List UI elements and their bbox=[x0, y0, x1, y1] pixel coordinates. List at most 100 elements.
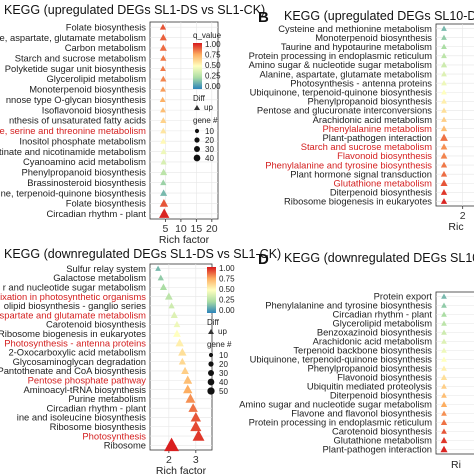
category-label: Carotenoid biosynthesis bbox=[46, 319, 146, 330]
legend-gene-title: gene # bbox=[193, 116, 218, 125]
category-label: Flavonoid biosynthesis bbox=[337, 372, 432, 383]
category-label: nnose type O-glycan biosynthesis bbox=[6, 94, 146, 105]
diff-up-icon bbox=[194, 105, 200, 110]
gene-size-icon bbox=[208, 352, 214, 358]
qvalue-colorbar bbox=[193, 43, 202, 89]
legend-gene-title: gene # bbox=[207, 340, 232, 349]
panel-letter: B bbox=[258, 9, 269, 26]
data-point bbox=[159, 208, 170, 218]
data-point bbox=[441, 302, 447, 308]
category-label: Taurine and hypotaurine metabolism bbox=[281, 41, 432, 52]
category-label: Monoterpenoid biosynthesis bbox=[29, 84, 146, 95]
category-label: nthesis of unsaturated fatty acids bbox=[9, 115, 146, 126]
gene-size-icon bbox=[194, 137, 200, 143]
qvalue-tick: 1.00 bbox=[219, 264, 235, 273]
data-point bbox=[440, 61, 448, 68]
category-label: Inositol phosphate metabolism bbox=[19, 135, 146, 146]
data-point bbox=[441, 52, 447, 59]
category-label: Circadian rhythm - plant bbox=[332, 309, 432, 320]
qvalue-colorbar bbox=[207, 267, 216, 313]
data-point bbox=[159, 96, 166, 103]
x-tick-label: 2 bbox=[460, 210, 466, 222]
qvalue-tick: 0.00 bbox=[205, 82, 221, 91]
data-point bbox=[160, 148, 167, 155]
category-label: Terpenoid backbone biosynthesis bbox=[293, 345, 432, 356]
category-label: Carbon metabolism bbox=[65, 42, 146, 53]
category-label: Starch and sucrose metabolism bbox=[301, 141, 433, 152]
category-label: Pentose and glucuronate interconversions bbox=[257, 105, 432, 116]
gene-size-icon bbox=[207, 387, 215, 395]
category-label: Protein processing in endoplasmic reticu… bbox=[249, 50, 433, 61]
category-label: Phenylpropanoid biosynthesis bbox=[21, 167, 146, 178]
panel-letter: D bbox=[258, 251, 269, 268]
category-label: Plant-pathogen interaction bbox=[323, 132, 432, 143]
category-label: Cysteine and methionine metabolism bbox=[278, 23, 432, 34]
panel-title: KEGG (downregulated DEGs SL1-DS vs SL1-C… bbox=[4, 247, 281, 261]
category-label: Benzoxazinoid biosynthesis bbox=[317, 327, 432, 338]
x-tick-label: 2 bbox=[166, 454, 172, 466]
data-point bbox=[170, 311, 178, 318]
x-tick-label: 15 bbox=[191, 223, 203, 235]
plot-area bbox=[435, 23, 474, 207]
category-label: Photosynthesis - antenna proteins bbox=[290, 77, 432, 88]
data-point bbox=[178, 357, 186, 365]
data-point bbox=[440, 133, 448, 141]
data-point bbox=[183, 384, 193, 394]
qvalue-tick: 0.50 bbox=[219, 285, 235, 294]
data-point bbox=[440, 189, 448, 195]
gene-size-tick: 10 bbox=[205, 127, 214, 136]
category-label: Arachidonic acid metabolism bbox=[313, 114, 433, 125]
data-point bbox=[159, 33, 167, 41]
category-label: Glutathione metabolism bbox=[334, 177, 433, 188]
category-label: Glycerolipid metabolism bbox=[46, 73, 146, 84]
category-label: ne, aspartate, glutamate metabolism bbox=[0, 32, 146, 43]
category-label: Alanine, aspartate, glutamate metabolism bbox=[260, 68, 433, 79]
category-label: ne, aspartate and glutamate metabolism bbox=[0, 309, 146, 320]
category-label: Ribosome biosynthesis bbox=[50, 421, 147, 432]
data-point bbox=[441, 80, 447, 86]
data-point bbox=[160, 117, 167, 123]
data-point bbox=[190, 412, 201, 422]
gene-size-tick: 50 bbox=[219, 387, 228, 396]
x-tick-label: 20 bbox=[206, 223, 218, 235]
category-label: Pentose phosphate pathway bbox=[28, 374, 147, 385]
qvalue-tick: 0.75 bbox=[219, 275, 235, 284]
category-label: Plant-pathogen interaction bbox=[323, 444, 432, 455]
data-point bbox=[160, 75, 167, 82]
data-point bbox=[440, 445, 448, 453]
category-label: Monoterpenoid biosynthesis bbox=[315, 32, 432, 43]
gene-size-tick: 20 bbox=[205, 136, 214, 145]
category-label: Ubiquinone, terpenoid-quinone biosynthes… bbox=[250, 354, 433, 365]
data-point bbox=[441, 293, 447, 299]
category-label: Protein processing in endoplasmic reticu… bbox=[249, 417, 433, 428]
category-label: Flavone and flavonol biosynthesis bbox=[291, 408, 432, 419]
gene-size-icon bbox=[208, 361, 214, 367]
category-label: Diterpenoid biosynthesis bbox=[330, 187, 432, 198]
category-label: Glycerolipid metabolism bbox=[332, 318, 432, 329]
data-point bbox=[188, 403, 198, 412]
category-label: Folate biosynthesis bbox=[66, 21, 147, 32]
data-point bbox=[160, 127, 167, 134]
data-point bbox=[160, 179, 167, 186]
data-point bbox=[440, 179, 448, 187]
data-point bbox=[441, 89, 447, 95]
category-label: Plant hormone signal transduction bbox=[290, 168, 432, 179]
category-label: Sulfur relay system bbox=[66, 263, 146, 274]
panel-title: KEGG (upregulated DEGs SL10-DS vs S bbox=[284, 9, 474, 23]
category-label: Photosynthesis bbox=[82, 430, 146, 441]
data-point bbox=[175, 338, 184, 347]
category-label: Ribosome bbox=[104, 440, 146, 451]
category-label: Ribosome biogenesis in eukaryotes bbox=[284, 196, 432, 207]
data-point bbox=[441, 98, 447, 104]
data-point bbox=[441, 320, 447, 326]
data-point bbox=[441, 428, 447, 434]
legend-diff-title: Diff bbox=[193, 94, 206, 103]
x-axis-label: Ric bbox=[448, 221, 463, 233]
data-point bbox=[160, 107, 166, 113]
x-axis-label: Rich factor bbox=[156, 465, 207, 474]
category-label: Cyanoamino acid metabolism bbox=[23, 156, 146, 167]
category-label: Circadian rhythm - plant bbox=[46, 208, 146, 219]
gene-size-tick: 40 bbox=[205, 154, 214, 163]
data-point bbox=[440, 436, 448, 444]
